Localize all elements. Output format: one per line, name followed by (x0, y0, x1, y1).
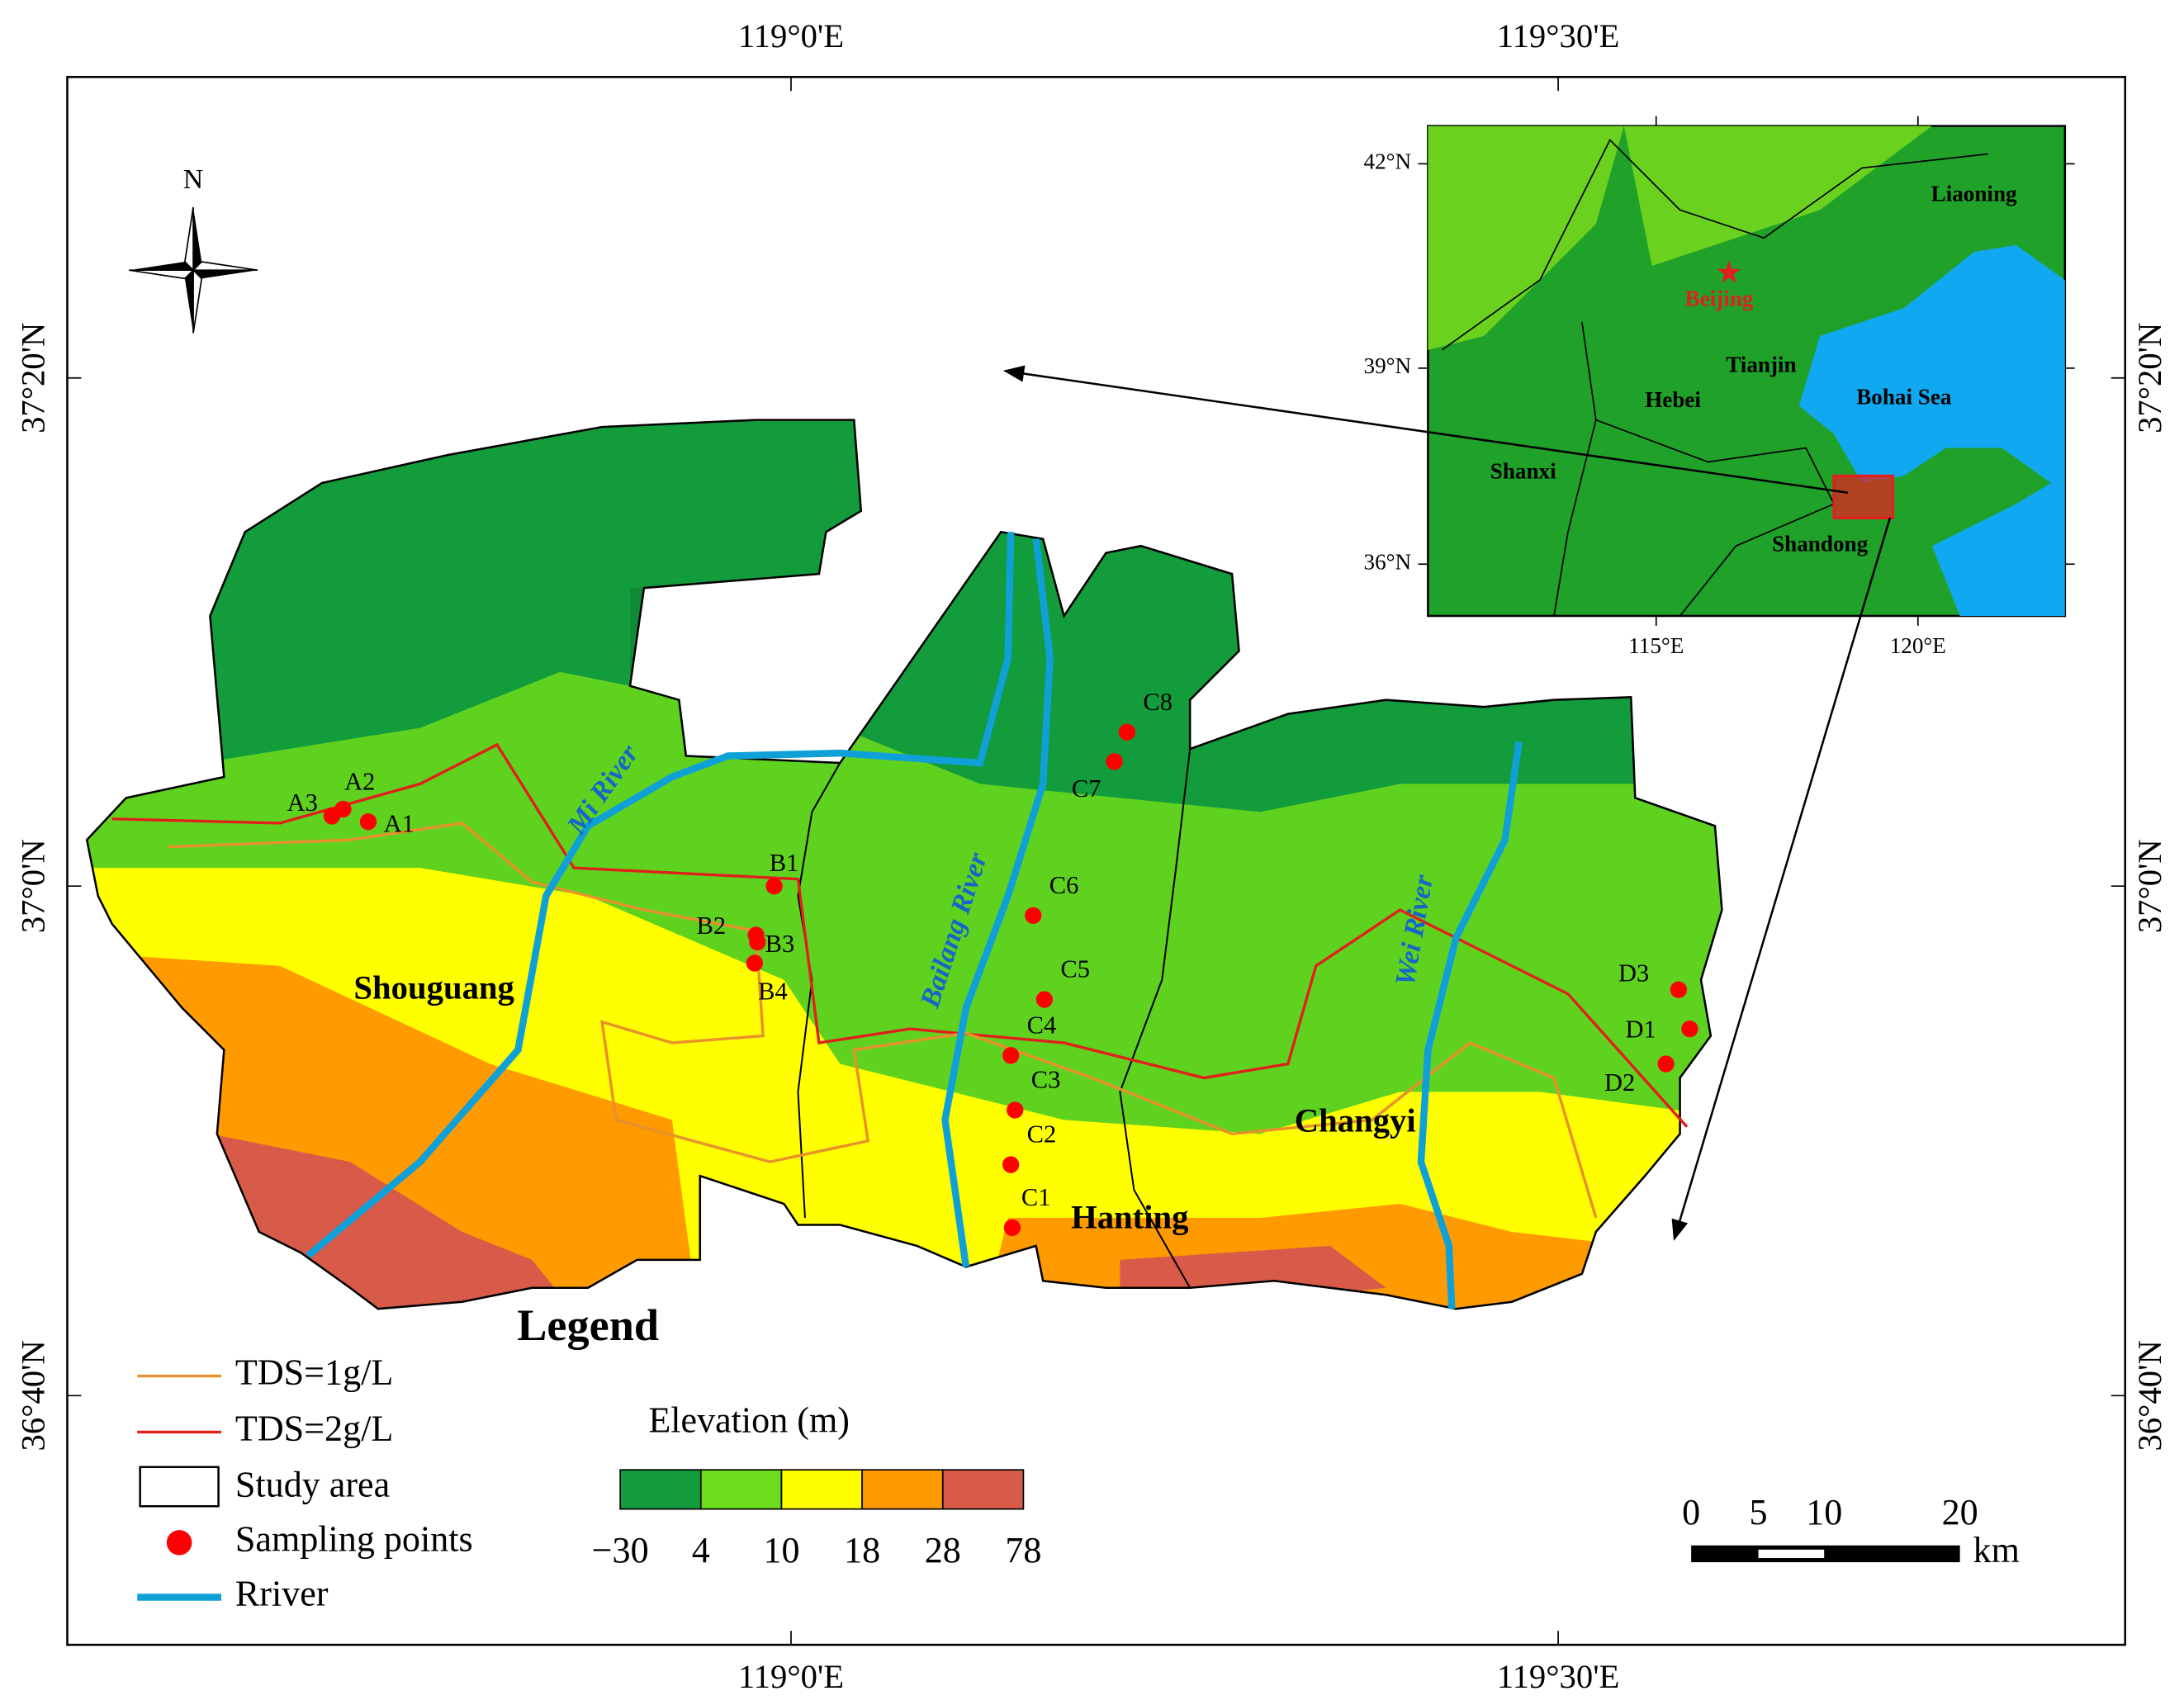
north-arrow (128, 206, 258, 334)
legend-item: Sampling points (235, 1518, 473, 1559)
inset-longitude-label: 120°E (1890, 633, 1946, 658)
inset-place-label: Shandong (1772, 531, 1868, 556)
sampling-point-label: B2 (697, 912, 727, 940)
longitude-label: 119°0'E (738, 17, 844, 54)
latitude-label: 37°0'N (2131, 839, 2168, 933)
region-label: Hanting (1071, 1199, 1188, 1236)
locator-arrow (1002, 365, 1849, 495)
sampling-point-label: B3 (765, 930, 795, 958)
region-label: Changyi (1295, 1102, 1416, 1139)
sampling-point (746, 954, 764, 972)
inset-latitude-label: 36°N (1364, 549, 1412, 574)
legend-item: Rriver (235, 1574, 329, 1614)
sampling-point-label: B1 (770, 849, 799, 877)
latitude-label: 37°0'N (14, 839, 51, 933)
sampling-point (1007, 1101, 1024, 1119)
sampling-point (1002, 1047, 1020, 1064)
legend-title: Legend (517, 1300, 659, 1350)
inset-place-label: Shanxi (1490, 458, 1556, 483)
inset-longitude-label: 115°E (1628, 633, 1684, 658)
inset-place-label: Bohai Sea (1856, 384, 1952, 409)
inset-latitude-label: 42°N (1364, 149, 1412, 174)
inset-map: ★ (1427, 125, 2067, 618)
colorbar-class (780, 1469, 863, 1510)
sampling-point-label: A3 (287, 789, 318, 817)
colorbar-label: −30 (592, 1530, 649, 1570)
elevation-colorbar (619, 1469, 1025, 1510)
river (941, 538, 1054, 1267)
scale-bar-label: 5 (1749, 1492, 1767, 1532)
district-boundary (1119, 748, 1191, 1289)
inset-latitude-label: 39°N (1364, 353, 1412, 378)
sampling-point-label: A2 (344, 767, 375, 795)
sampling-point (1035, 991, 1054, 1008)
sampling-point-label: B4 (758, 978, 788, 1006)
sampling-point-label: C6 (1049, 871, 1079, 899)
latitude-label: 36°40'N (14, 1340, 51, 1451)
sampling-point-label: C3 (1031, 1066, 1061, 1094)
sampling-point (359, 813, 377, 831)
sampling-point-label: C5 (1060, 955, 1090, 983)
sampling-point (323, 808, 341, 825)
sampling-point (1003, 1219, 1021, 1237)
colorbar-class (941, 1469, 1025, 1510)
sampling-point (1002, 1156, 1020, 1173)
legend-item: Study area (235, 1464, 390, 1504)
sampling-point (765, 878, 783, 895)
sampling-point-label: C7 (1072, 774, 1101, 803)
colorbar-class (861, 1469, 944, 1510)
scale-bar-label: 20 (1942, 1492, 1978, 1532)
latitude-label: 37°20'N (2131, 323, 2168, 433)
scale-bar-label: 10 (1806, 1492, 1842, 1532)
scale-bar (1691, 1545, 1960, 1563)
latitude-label: 36°40'N (2131, 1340, 2168, 1451)
longitude-label: 119°30'E (1497, 17, 1620, 54)
north-label: N (183, 164, 203, 195)
colorbar-title: Elevation (m) (648, 1400, 850, 1440)
sampling-point-label: C2 (1027, 1120, 1057, 1149)
locator-arrow (1671, 517, 1892, 1241)
river (1417, 741, 1523, 1310)
tds-2-line (111, 742, 1689, 1128)
colorbar-label: 10 (763, 1530, 799, 1570)
inset-place-label: Beijing (1685, 287, 1754, 311)
colorbar-label: 28 (925, 1530, 961, 1570)
legend (137, 1374, 221, 1601)
colorbar-label: 4 (692, 1530, 710, 1570)
legend-item: TDS=2g/L (235, 1409, 393, 1449)
sampling-point (1118, 723, 1136, 741)
scale-bar-label: 0 (1682, 1492, 1700, 1532)
river (306, 532, 1015, 1259)
colorbar-class (619, 1469, 702, 1510)
inset-place-label: Liaoning (1931, 182, 2017, 206)
sampling-point (1670, 981, 1688, 998)
sampling-point-label: D3 (1618, 959, 1649, 987)
scale-bar-unit: km (1973, 1530, 2020, 1570)
sampling-point-label: C1 (1021, 1183, 1051, 1211)
sampling-point (1681, 1020, 1698, 1038)
sampling-point-label: C8 (1143, 688, 1173, 716)
colorbar-label: 18 (844, 1530, 880, 1570)
legend-item: TDS=1g/L (235, 1352, 393, 1393)
sampling-point (1106, 753, 1123, 770)
sampling-point-label: C4 (1027, 1011, 1057, 1039)
sampling-point-label: A1 (384, 809, 415, 837)
sampling-point (1025, 907, 1042, 924)
latitude-label: 37°20'N (14, 323, 51, 433)
inset-place-label: Hebei (1645, 387, 1701, 412)
sampling-point (1657, 1055, 1675, 1073)
longitude-label: 119°30'E (1497, 1658, 1620, 1695)
colorbar-label: 78 (1005, 1530, 1041, 1570)
sampling-point (749, 933, 766, 951)
sampling-point-label: D2 (1604, 1068, 1635, 1096)
svg-text:★: ★ (1715, 257, 1742, 291)
sampling-point-label: D1 (1625, 1016, 1656, 1044)
colorbar-class (699, 1469, 783, 1510)
inset-place-label: Tianjin (1726, 352, 1796, 377)
longitude-label: 119°0'E (738, 1658, 844, 1695)
region-label: Shouguang (353, 969, 514, 1006)
